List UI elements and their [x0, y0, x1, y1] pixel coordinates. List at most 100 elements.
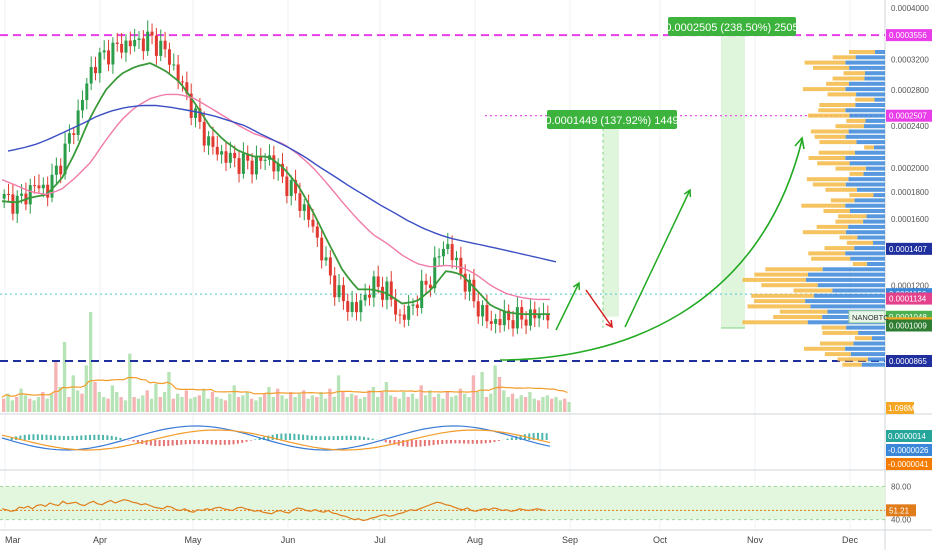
macd-histogram-bar [310, 435, 313, 440]
macd-histogram-bar [362, 436, 365, 440]
volume-bar [419, 385, 423, 412]
profile-bar-yellow-15 [810, 129, 849, 134]
candle-body [354, 302, 358, 313]
volume-bar [362, 397, 367, 412]
macd-histogram-bar [367, 437, 370, 440]
volume-bar [236, 397, 241, 412]
candle-body [228, 152, 232, 163]
rsi-tag-bg [886, 504, 916, 517]
profile-bar-blue-39 [850, 256, 885, 261]
candle-body [498, 319, 502, 326]
macd-histogram-bar [36, 434, 39, 440]
volume-bar [306, 398, 310, 412]
time-tick-nov: Nov [747, 535, 764, 545]
volume-bar [154, 383, 158, 412]
candle-body [437, 256, 441, 258]
volume-bar [567, 402, 571, 412]
time-tick-jul: Jul [374, 535, 386, 545]
candle-body [441, 249, 445, 257]
candle-body [180, 81, 184, 83]
macd-histogram-bar [306, 435, 309, 440]
volume-bar [54, 362, 58, 412]
candle-body [511, 320, 515, 329]
macd-histogram-bar [419, 440, 422, 447]
profile-bar-yellow-39 [811, 256, 851, 261]
profile-bar-blue-7 [845, 87, 885, 92]
profile-bar-blue-57 [850, 352, 885, 357]
volume-bar [241, 395, 245, 412]
profile-bar-yellow-37 [824, 246, 855, 251]
profile-bar-yellow-14 [835, 124, 865, 129]
volume-bar [463, 393, 467, 412]
target-label-2[interactable]: 0.0002505 (238.50%) 2505 [665, 17, 799, 36]
time-tick-jun: Jun [281, 535, 296, 545]
macd-histogram-bar [315, 435, 318, 440]
volume-bar [397, 398, 402, 412]
target-label-1[interactable]: 0.0001449 (137.92%) 1449 [545, 110, 679, 129]
macd-histogram-bar [493, 440, 496, 442]
projection-box-1 [603, 115, 619, 317]
macd-histogram-bar [145, 440, 148, 445]
volume-bar [49, 393, 54, 412]
macd-histogram-bar [23, 434, 26, 440]
candle-body [54, 165, 58, 175]
volume-bar [545, 395, 549, 412]
volume-bar [328, 388, 332, 412]
profile-bar-blue-26 [856, 187, 885, 192]
macd-histogram-bar [171, 440, 174, 446]
macd-histogram-bar [262, 436, 265, 440]
arrow-up-2-head [683, 188, 692, 198]
candle-body [289, 180, 293, 197]
profile-bar-yellow-6 [826, 81, 849, 86]
price-tag-4: 0.0001134 [889, 295, 927, 304]
volume-bar [550, 398, 554, 412]
candle-body [263, 159, 267, 161]
profile-bar-blue-17 [856, 140, 885, 145]
candle-body [359, 300, 363, 313]
volume-bar [171, 398, 175, 412]
volume-bar [319, 392, 323, 412]
macd-histogram-bar [393, 440, 396, 445]
volume-bar [515, 398, 519, 412]
profile-bar-yellow-31 [838, 214, 867, 219]
macd-histogram-bar [106, 435, 109, 440]
profile-bar-yellow-9 [855, 97, 875, 102]
candle-body [115, 42, 119, 44]
candle-body [337, 285, 341, 298]
candle-body [154, 35, 158, 56]
profile-bar-blue-33 [848, 224, 885, 229]
time-axis[interactable]: Mar Apr May Jun Jul Aug Sep Oct Nov Dec [5, 535, 858, 545]
macd-histogram-bar [80, 435, 83, 440]
macd-histogram-bar [519, 435, 522, 440]
candle-body [376, 276, 380, 287]
candle-body [33, 185, 37, 187]
arrow-down [585, 289, 613, 328]
candle-body [450, 244, 454, 261]
profile-bar-blue-14 [864, 124, 885, 129]
profile-bar-blue-54 [871, 336, 885, 341]
candle-body [398, 314, 402, 316]
volume-tag: 1.098M [888, 404, 915, 413]
price-tick-4: 0.0002400 [891, 122, 929, 131]
macd-histogram-bar [415, 440, 418, 447]
candle-body [311, 219, 315, 227]
macd-histogram-bar [180, 440, 183, 445]
volume-bar [45, 398, 49, 412]
profile-bar-blue-30 [849, 209, 885, 213]
profile-bar-blue-45 [832, 288, 885, 293]
candle-body [150, 31, 154, 36]
candle-body [481, 305, 485, 317]
macd-histogram-bar [202, 440, 205, 445]
volume-bar [41, 392, 45, 412]
candle-body [20, 193, 24, 196]
volume-bar [36, 397, 41, 412]
profile-bar-yellow-17 [819, 140, 857, 145]
volume-bar [284, 398, 289, 412]
svg-text:0.0001449 (137.92%) 1449: 0.0001449 (137.92%) 1449 [545, 115, 678, 127]
profile-bar-blue-3 [849, 65, 885, 70]
candle-body [528, 309, 532, 326]
macd-histogram-bar [93, 434, 96, 440]
volume-bar [428, 390, 432, 412]
profile-bar-yellow-22 [835, 166, 866, 171]
